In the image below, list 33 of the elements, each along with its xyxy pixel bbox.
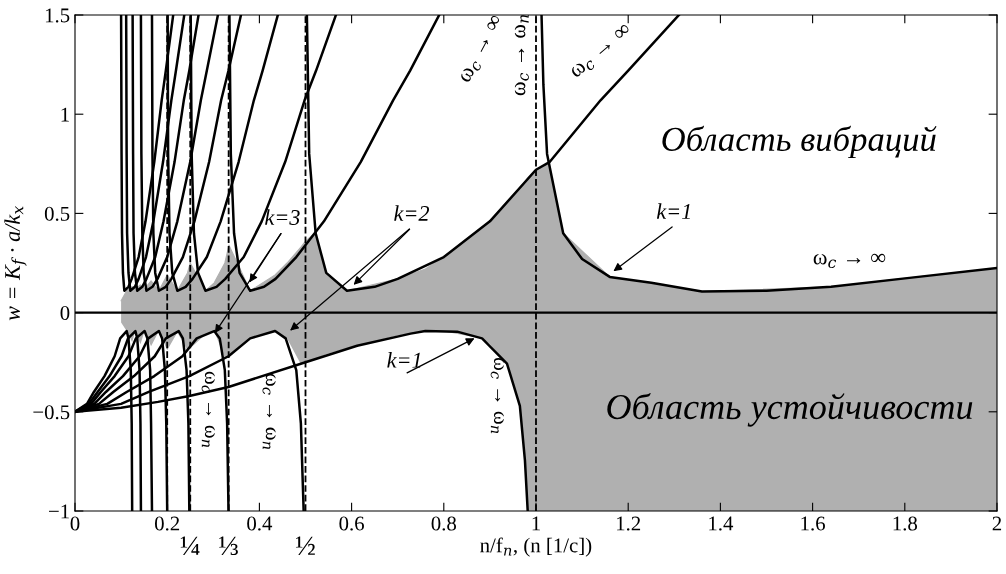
annotation: k=3: [265, 209, 300, 225]
ref-line-label: ¼: [180, 536, 200, 555]
y-tick-label: 0: [60, 305, 70, 321]
x-tick-label: 0.6: [339, 516, 364, 531]
annotation: ω$_{c}$ → ∞: [569, 23, 634, 81]
annotation: Область вибраций: [662, 125, 937, 159]
annotation: ω$_{c}$ → ω$_{n}$: [490, 357, 504, 434]
y-axis-title: w = K$_{f}$ · a/k$_{x}$: [4, 206, 27, 321]
x-tick-label: 1.4: [709, 516, 734, 531]
x-tick-label: 1.6: [801, 516, 825, 531]
annotation: k=2: [394, 205, 430, 221]
y-tick-label: 1.5: [45, 8, 70, 23]
annotation: k=1: [656, 203, 690, 219]
y-tick-label: −0.5: [33, 405, 70, 420]
x-axis-title: n/f$_{n}$, (n [1/c]): [480, 537, 592, 557]
ref-line-label: ½: [295, 536, 315, 555]
x-tick-label: 0.8: [431, 516, 457, 531]
y-tick-label: 0.5: [44, 206, 70, 221]
annotation: ω$_{c}$ → ω$_{n}$: [514, 14, 529, 96]
x-tick-label: 1.8: [893, 516, 918, 531]
annotation: Область устойчивости: [607, 393, 973, 427]
x-tick-label: 1: [532, 516, 540, 531]
y-tick-label: 1: [61, 107, 69, 122]
ref-line-label: ⅓: [219, 536, 238, 556]
x-tick-label: 2: [992, 516, 1002, 531]
x-tick-label: 1.2: [617, 516, 641, 531]
y-tick-label: −1: [49, 504, 69, 519]
annotation: k=1: [387, 352, 421, 368]
x-tick-label: 0.2: [154, 516, 180, 531]
x-tick-label: 0: [70, 516, 80, 531]
annotation: ω$_{c}$ → ∞: [459, 14, 506, 85]
x-tick-label: 0.4: [247, 516, 273, 531]
annotation: ω$_{c}$ → ∞: [813, 253, 886, 269]
